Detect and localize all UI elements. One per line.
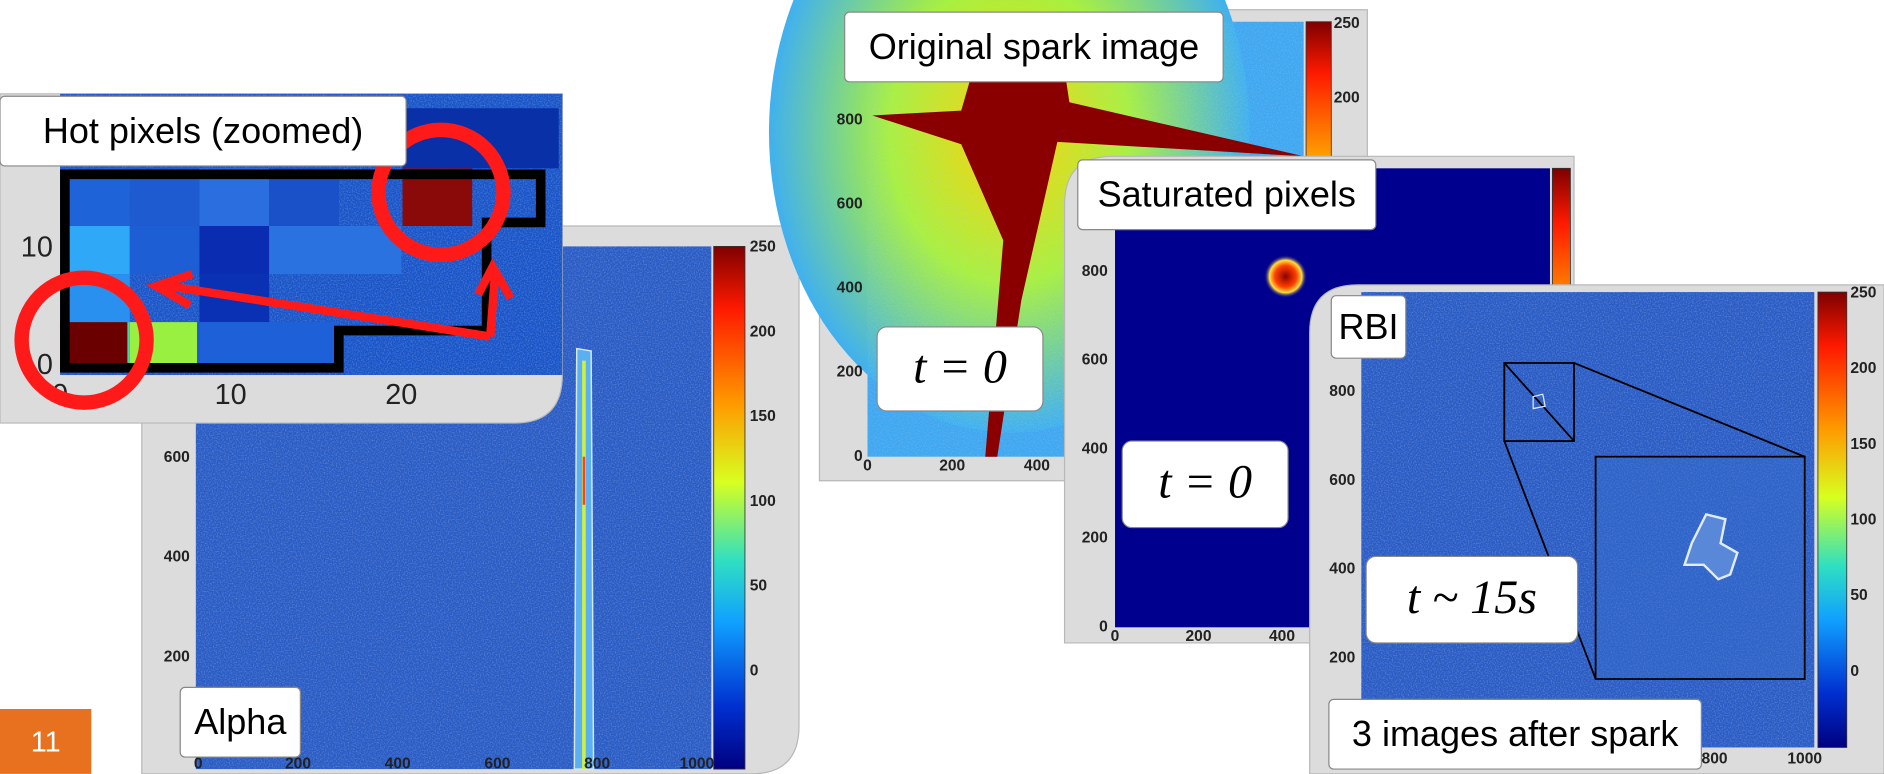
tick-label: 100 [1850,511,1876,528]
saturated-label: Saturated pixels [1098,174,1356,215]
tick-label: 400 [1269,628,1295,645]
slide: 2502001501005006004002000200400600800100… [0,0,1884,774]
tick-label: 200 [164,648,190,665]
tick-label: 250 [1850,284,1876,301]
tick-label: 0 [1850,663,1859,680]
tick-label: 0 [1099,618,1108,635]
pixel-cell [269,226,401,274]
tick-label: 200 [939,457,965,474]
tick-label: 250 [750,239,776,256]
pixel-cell [199,226,269,274]
tick-label: 600 [1082,352,1108,369]
colorbar [1818,292,1847,747]
hot-pixels-label: Hot pixels (zoomed) [43,110,363,151]
tick-label: 400 [1082,441,1108,458]
tick-label: 800 [584,755,610,772]
rbi-label: RBI [1339,306,1399,347]
tick-label: 200 [1186,628,1212,645]
pixel-cell [130,226,200,274]
tick-label: 10 [215,379,247,411]
tick-label: 600 [164,449,190,466]
original-label: Original spark image [869,26,1199,67]
alpha-label: Alpha [194,701,287,742]
tick-label: 150 [1850,436,1876,453]
tick-label: 0 [750,662,759,679]
tick-label: 200 [1850,360,1876,377]
tick-label: 400 [1329,561,1355,578]
tick-label: 0 [194,755,203,772]
pixel-cell [60,226,130,274]
original-time: t = 0 [913,340,1007,393]
tick-label: 1000 [680,755,715,772]
tick-label: 200 [285,755,311,772]
pixel-cell [199,322,337,370]
zoom-noise [1596,457,1805,679]
tick-label: 400 [837,280,863,297]
page: html,body{margin:0;padding:0;background:… [0,0,1884,774]
tick-label: 400 [164,549,190,566]
tick-label: 250 [1334,15,1360,32]
tick-label: 800 [1329,383,1355,400]
tick-label: 200 [1334,90,1360,107]
slide-number: 11 [31,726,61,758]
tick-label: 150 [750,408,776,425]
tick-label: 600 [837,195,863,212]
tick-label: 20 [385,379,417,411]
tick-label: 200 [837,364,863,381]
tick-label: 200 [750,323,776,340]
tick-label: 10 [21,231,53,263]
tick-label: 800 [1702,751,1728,768]
tick-label: 100 [750,493,776,510]
saturated-spot [1264,255,1307,298]
pixel-cell [60,322,127,370]
rbi-caption: 3 images after spark [1352,713,1679,754]
colorbar [714,246,745,769]
tick-label: 0 [1111,628,1120,645]
tick-label: 600 [484,755,510,772]
tick-label: 400 [385,755,411,772]
tick-label: 600 [1329,472,1355,489]
rbi-time: t ~ 15s [1407,571,1537,624]
tick-label: 400 [1024,457,1050,474]
tick-label: 0 [854,448,863,465]
body: {"slide_number":"11", "panels":{ "alpha"… [0,0,1884,774]
saturated-time: t = 0 [1158,456,1252,509]
tick-label: 800 [837,111,863,128]
tick-label: 1000 [1787,751,1822,768]
tick-label: 200 [1082,530,1108,547]
tick-label: 0 [863,457,872,474]
tick-label: 50 [1850,587,1868,604]
tick-label: 200 [1329,650,1355,667]
tick-label: 50 [750,578,768,595]
tick-label: 800 [1082,263,1108,280]
